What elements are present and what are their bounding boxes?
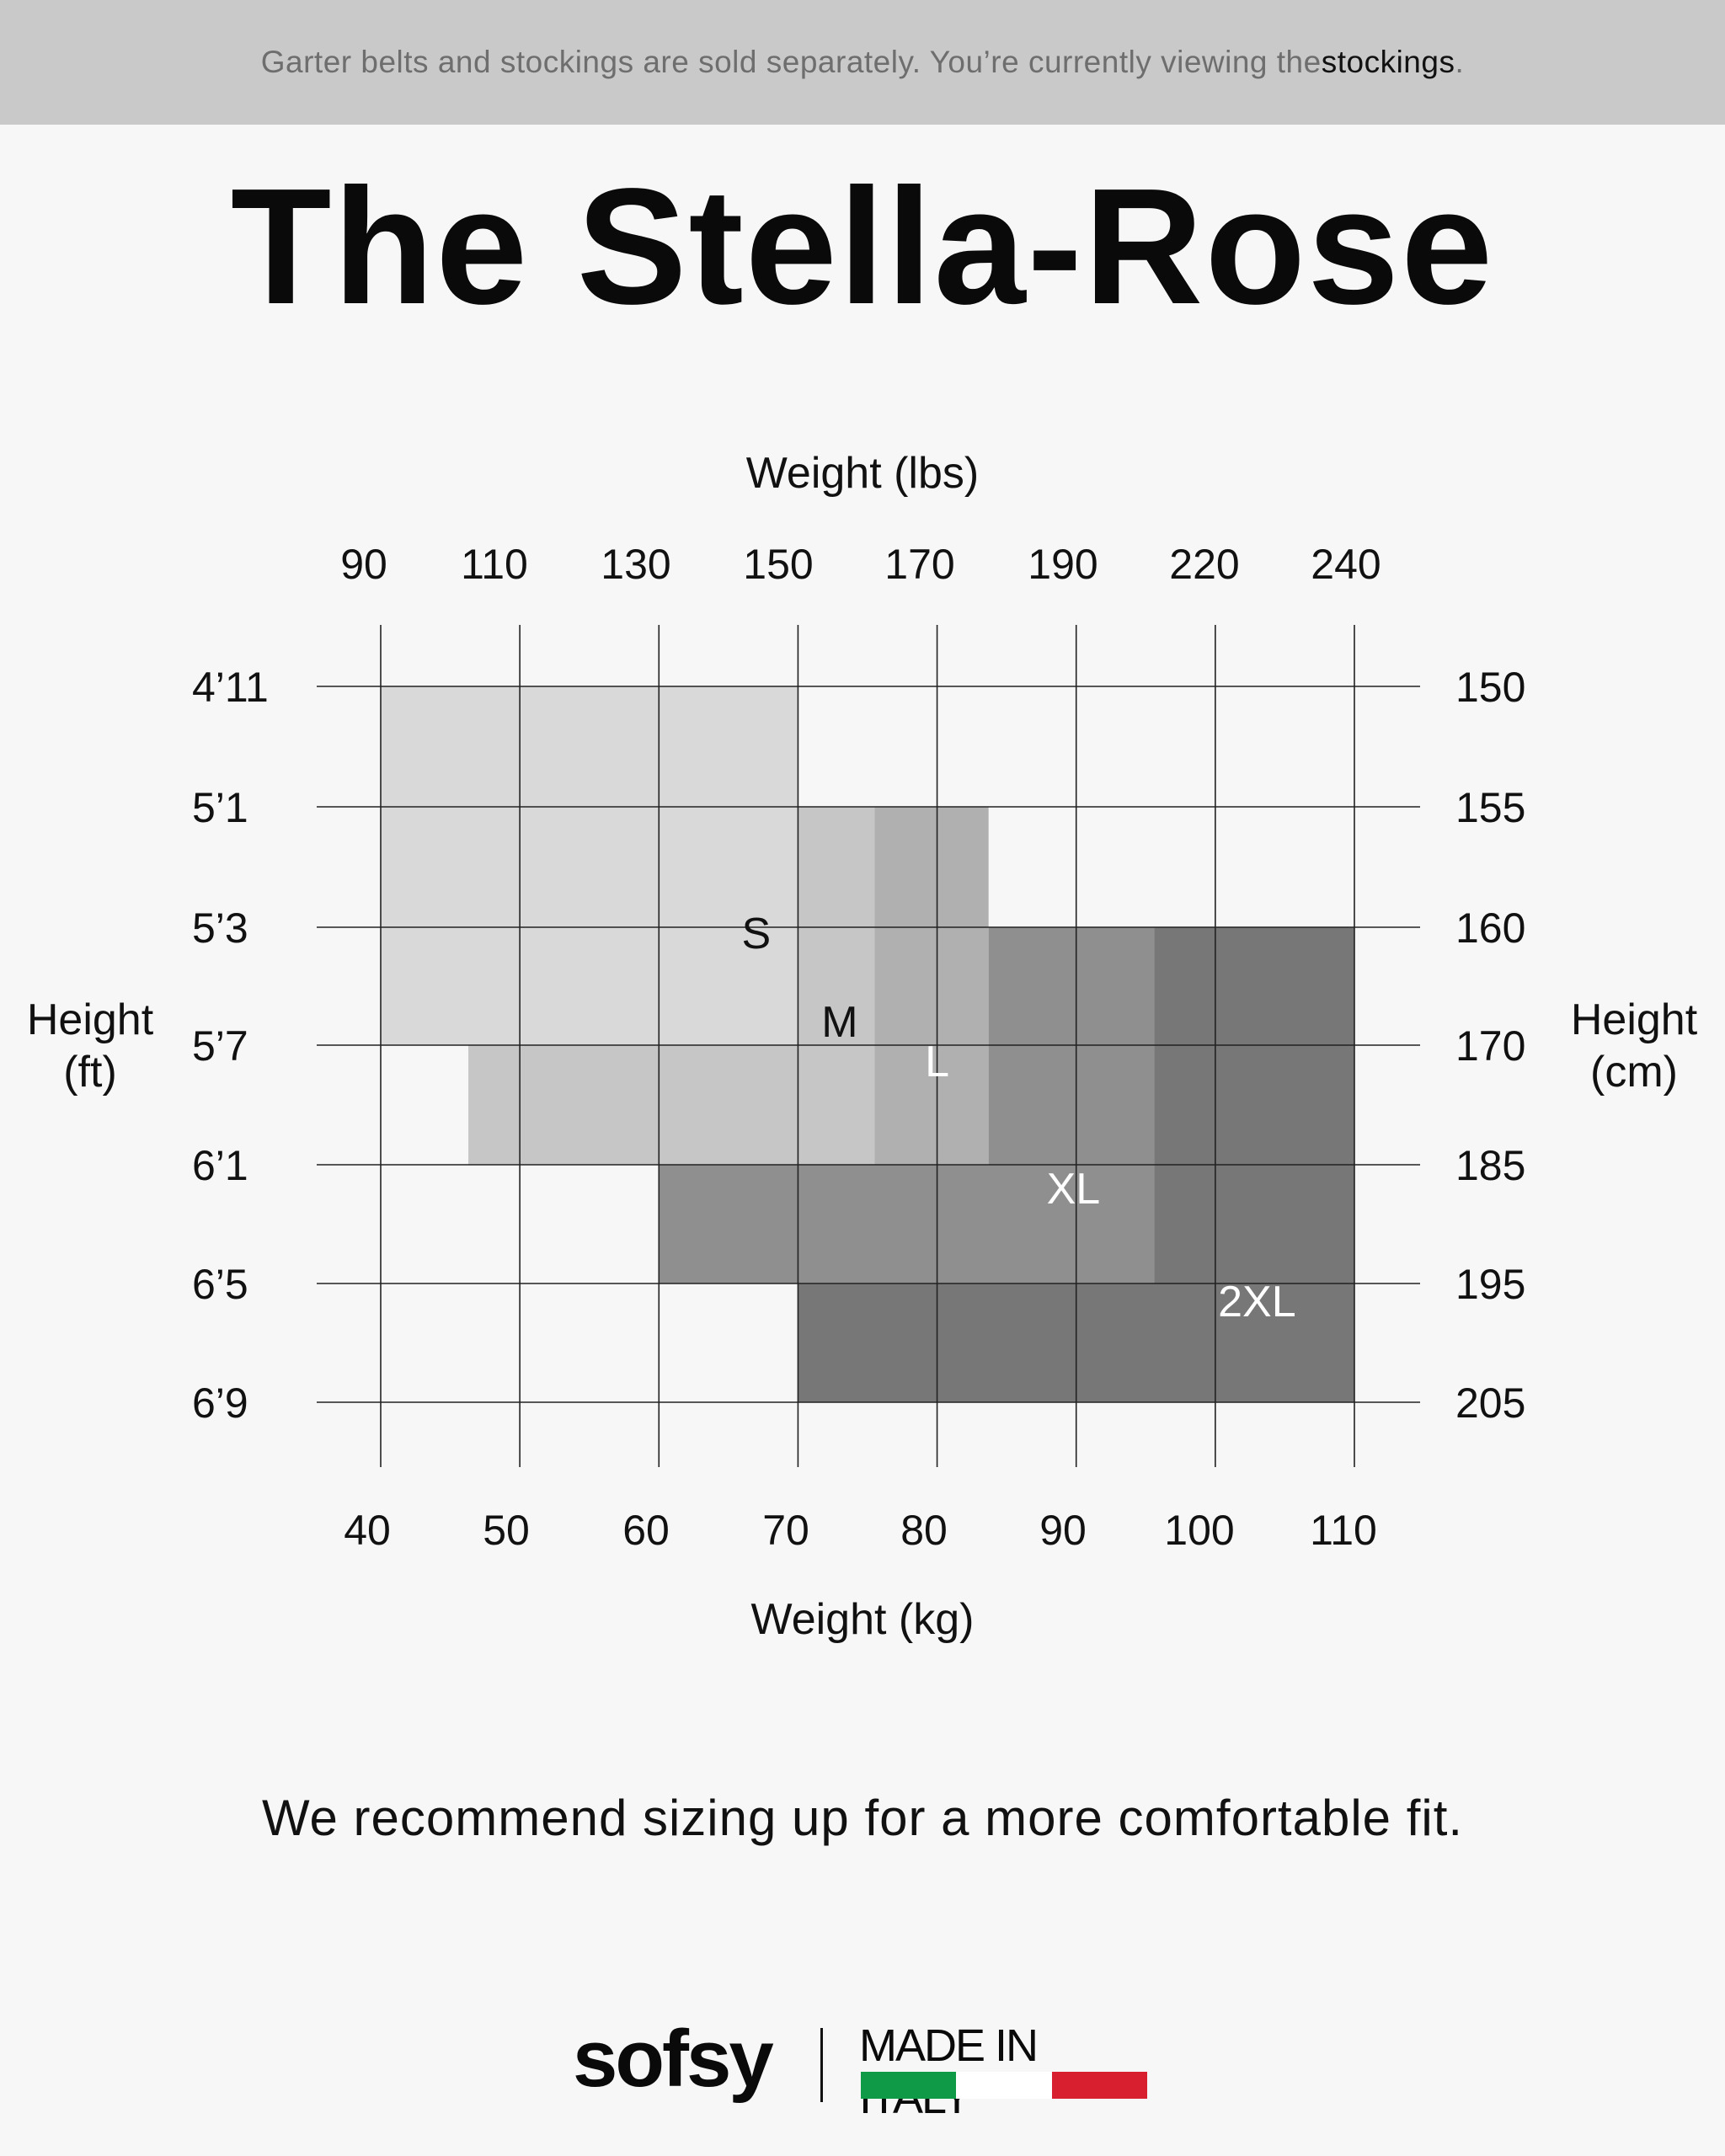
tick-label-kg: 100 <box>1164 1507 1234 1554</box>
footer: sofsy MADE IN ITALY <box>0 2013 1725 2123</box>
tick-label-lbs: 190 <box>1028 541 1097 588</box>
tick-label-lbs: 170 <box>884 541 954 588</box>
banner-highlight: stockings <box>1321 45 1455 79</box>
tick-label-lbs: 240 <box>1311 541 1381 588</box>
tick-label-ft: 5’1 <box>192 784 248 831</box>
tick-label-lbs: 130 <box>601 541 670 588</box>
tick-label-ft: 6’1 <box>192 1142 248 1189</box>
tick-label-cm: 205 <box>1455 1380 1525 1427</box>
size-label-2xl: 2XL <box>1218 1278 1296 1326</box>
size-region-xl-0 <box>988 927 1155 1165</box>
size-region-l-0 <box>874 807 989 1165</box>
tick-label-kg: 40 <box>344 1507 391 1554</box>
flag-stripe-white <box>956 2072 1052 2099</box>
tick-label-lbs: 220 <box>1169 541 1239 588</box>
tick-label-cm: 195 <box>1455 1261 1525 1308</box>
tick-label-kg: 60 <box>622 1507 670 1554</box>
size-region-2xl-0 <box>1154 927 1354 1283</box>
axis-title-lbs: Weight (lbs) <box>746 449 979 498</box>
axis-title-ft-line1: Height <box>27 995 154 1044</box>
footer-divider <box>820 2028 823 2102</box>
tick-label-ft: 5’3 <box>192 905 248 952</box>
size-label-xl: XL <box>1047 1165 1101 1214</box>
tick-label-cm: 150 <box>1455 664 1525 711</box>
axis-title-ft-line2: (ft) <box>63 1048 117 1097</box>
tick-label-kg: 90 <box>1039 1507 1087 1554</box>
size-region-s-0 <box>381 686 798 1045</box>
axis-title-kg: Weight (kg) <box>751 1595 975 1644</box>
size-region-m-0 <box>798 807 875 1045</box>
tick-label-lbs: 110 <box>461 541 528 588</box>
tick-label-ft: 6’9 <box>192 1380 248 1427</box>
banner-text: Garter belts and stockings are sold sepa… <box>260 45 1322 79</box>
size-label-m: M <box>821 998 857 1047</box>
tick-label-kg: 70 <box>762 1507 809 1554</box>
size-label-s: S <box>742 910 772 958</box>
size-chart: 90 110 130 150 170 190 220 240 40 50 60 70 80 90 100 11… <box>27 449 1698 1644</box>
notice-banner: Garter belts and stockings are sold sepa… <box>0 0 1725 125</box>
flag-stripe-red <box>1051 2072 1147 2099</box>
tick-label-cm: 185 <box>1455 1142 1525 1189</box>
sizing-note: We recommend sizing up for a more comfor… <box>261 1790 1464 1846</box>
tick-label-lbs: 90 <box>340 541 387 588</box>
brand-logo: sofsy <box>573 2014 774 2104</box>
tick-label-cm: 155 <box>1455 784 1525 831</box>
italy-flag-icon <box>861 2072 1147 2099</box>
tick-label-cm: 170 <box>1455 1022 1525 1070</box>
size-region-m-1 <box>468 1045 875 1165</box>
tick-label-kg: 50 <box>483 1507 530 1554</box>
tick-label-ft: 6’5 <box>192 1261 248 1308</box>
tick-label-ft: 5’7 <box>192 1022 248 1070</box>
size-region-xl-1 <box>659 1165 1155 1283</box>
tick-label-cm: 160 <box>1455 905 1525 952</box>
tick-label-ft: 4’11 <box>192 664 269 711</box>
size-label-l: L <box>925 1038 949 1086</box>
axis-title-cm-line2: (cm) <box>1590 1048 1678 1097</box>
banner-text-end: . <box>1455 45 1465 79</box>
tick-label-kg: 110 <box>1310 1507 1377 1554</box>
flag-stripe-green <box>861 2072 957 2099</box>
tick-label-lbs: 150 <box>743 541 813 588</box>
tick-label-kg: 80 <box>900 1507 948 1554</box>
axis-title-cm-line1: Height <box>1571 995 1698 1044</box>
page-title: The Stella-Rose <box>230 154 1495 339</box>
